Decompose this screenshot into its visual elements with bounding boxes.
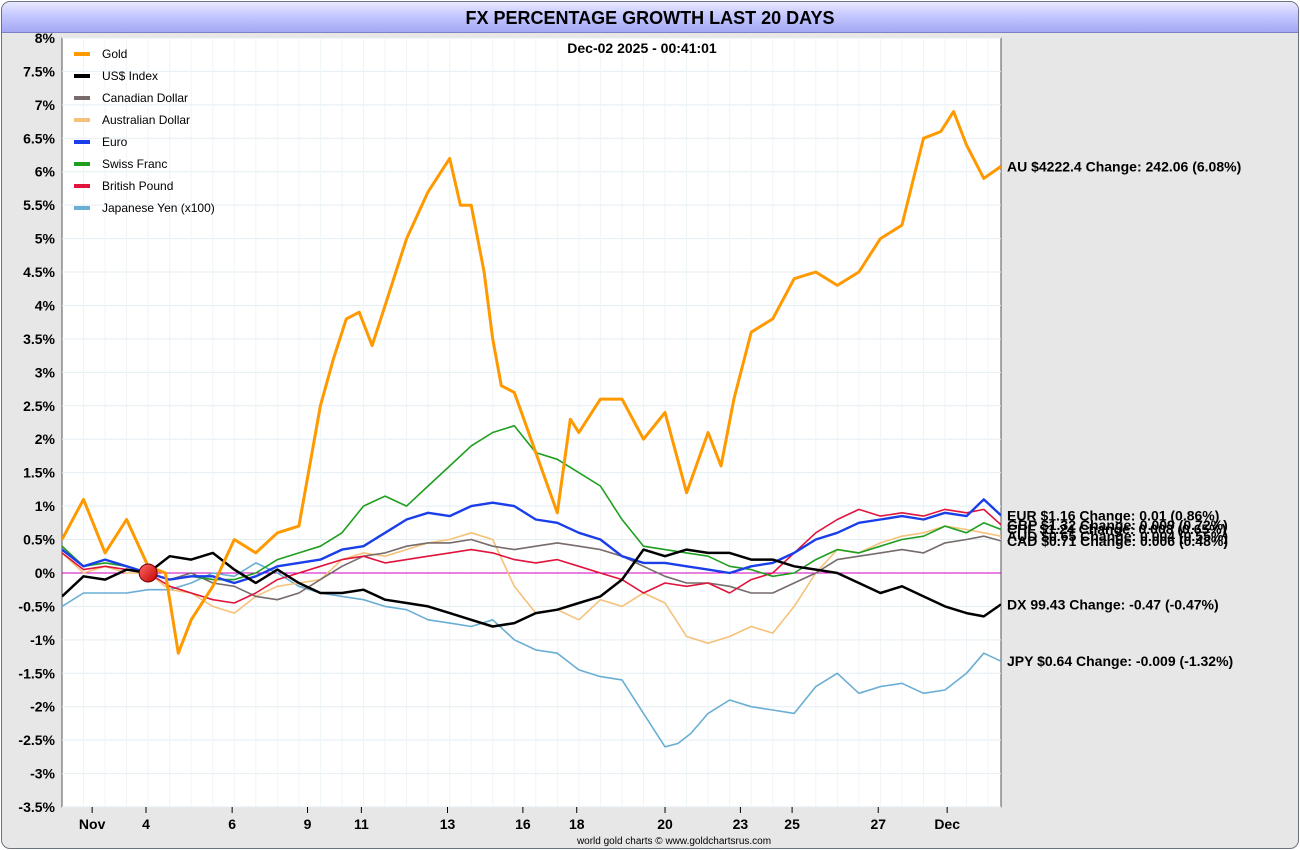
series-lines <box>62 110 1001 748</box>
end-label: DX 99.43 Change: -0.47 (-0.47%) <box>1007 596 1219 612</box>
y-tick-label: -2.5% <box>18 732 55 748</box>
y-tick-label: 8% <box>35 30 56 46</box>
chart-title: FX PERCENTAGE GROWTH LAST 20 DAYS <box>2 2 1298 33</box>
y-tick-label: 4% <box>35 297 56 313</box>
end-label: CHF $1.24 Change: 0.008 (0.65%) <box>1007 521 1226 537</box>
end-label: EUR $1.16 Change: 0.01 (0.86%) <box>1007 507 1219 523</box>
y-tick-label: 6% <box>35 164 56 180</box>
x-tick-label: 13 <box>440 816 456 832</box>
legend-label: Euro <box>102 135 128 149</box>
x-tick-label: 4 <box>142 816 150 832</box>
y-tick-label: -0.5% <box>18 598 55 614</box>
legend-label: Japanese Yen (x100) <box>102 201 215 215</box>
series-line-canadian-dollar <box>62 535 1001 601</box>
y-tick-label: 2.5% <box>23 398 55 414</box>
y-tick-label: 1.5% <box>23 465 55 481</box>
legend-label: Swiss Franc <box>102 157 167 171</box>
x-tick-label: 6 <box>228 816 236 832</box>
end-label: AU $4222.4 Change: 242.06 (6.08%) <box>1007 158 1241 174</box>
legend-label: Gold <box>102 47 127 61</box>
x-tick-label: 20 <box>657 816 673 832</box>
y-tick-label: 7% <box>35 97 56 113</box>
series-line-us-index <box>62 548 1001 628</box>
timestamp: Dec-02 2025 - 00:41:01 <box>567 40 717 56</box>
series-line-gold <box>62 110 1001 655</box>
series-line-japanese-yen-x100- <box>62 562 1001 748</box>
x-tick-label: 25 <box>784 816 800 832</box>
legend-label: British Pound <box>102 179 173 193</box>
series-line-british-pound <box>62 508 1001 604</box>
y-tick-label: 2% <box>35 431 56 447</box>
legend-label: Australian Dollar <box>102 113 190 127</box>
y-tick-label: 3% <box>35 364 56 380</box>
y-tick-label: -1% <box>30 632 55 648</box>
x-tick-label: 16 <box>515 816 531 832</box>
x-tick-label: 18 <box>569 816 585 832</box>
x-tick-label: 27 <box>870 816 886 832</box>
end-label: GBP $1.32 Change: 0.009 (0.72%) <box>1007 517 1228 533</box>
legend-label: Canadian Dollar <box>102 91 188 105</box>
y-tick-label: -3.5% <box>18 799 55 815</box>
end-label: AUD $0.65 Change: 0.004 (0.55%) <box>1007 528 1228 544</box>
x-tick-label: Dec <box>934 816 960 832</box>
legend: Gold US$ Index Canadian Dollar Australian D… <box>74 47 215 215</box>
plot-area <box>61 37 1002 808</box>
end-label: JPY $0.64 Change: -0.009 (-1.32%) <box>1007 653 1233 669</box>
y-tick-label: 5.5% <box>23 197 55 213</box>
footer-credit: world gold charts © www.goldchartsrus.co… <box>576 836 771 847</box>
gridlines <box>62 37 1001 808</box>
x-tick-label: 9 <box>304 816 312 832</box>
legend-label: US$ Index <box>102 69 158 83</box>
end-labels: AU $4222.4 Change: 242.06 (6.08%) DX 99.4… <box>1007 158 1241 669</box>
y-tick-label: 5% <box>35 231 56 247</box>
y-tick-label: 3.5% <box>23 331 55 347</box>
end-label: CAD $0.71 Change: 0.006 (0.48%) <box>1007 533 1228 549</box>
y-tick-label: 6.5% <box>23 130 55 146</box>
y-tick-label: -1.5% <box>18 665 55 681</box>
start-marker <box>138 563 158 583</box>
x-tick-label: 23 <box>733 816 749 832</box>
y-tick-label: -3% <box>30 766 55 782</box>
y-tick-label: 4.5% <box>23 264 55 280</box>
x-tick-label: 11 <box>354 816 369 832</box>
axes: 8% 7.5% 7% 6.5% 6% 5.5% 5% 4.5% 4% 3.5% 3% 2.5% 2% 1.… <box>18 30 960 832</box>
y-tick-label: 0.5% <box>23 532 55 548</box>
series-line-euro <box>62 498 1001 585</box>
x-tick-label: Nov <box>79 816 106 832</box>
y-tick-label: -2% <box>30 699 55 715</box>
y-tick-label: 1% <box>35 498 56 514</box>
y-tick-label: 7.5% <box>23 63 55 79</box>
y-tick-label: 0% <box>35 565 56 581</box>
